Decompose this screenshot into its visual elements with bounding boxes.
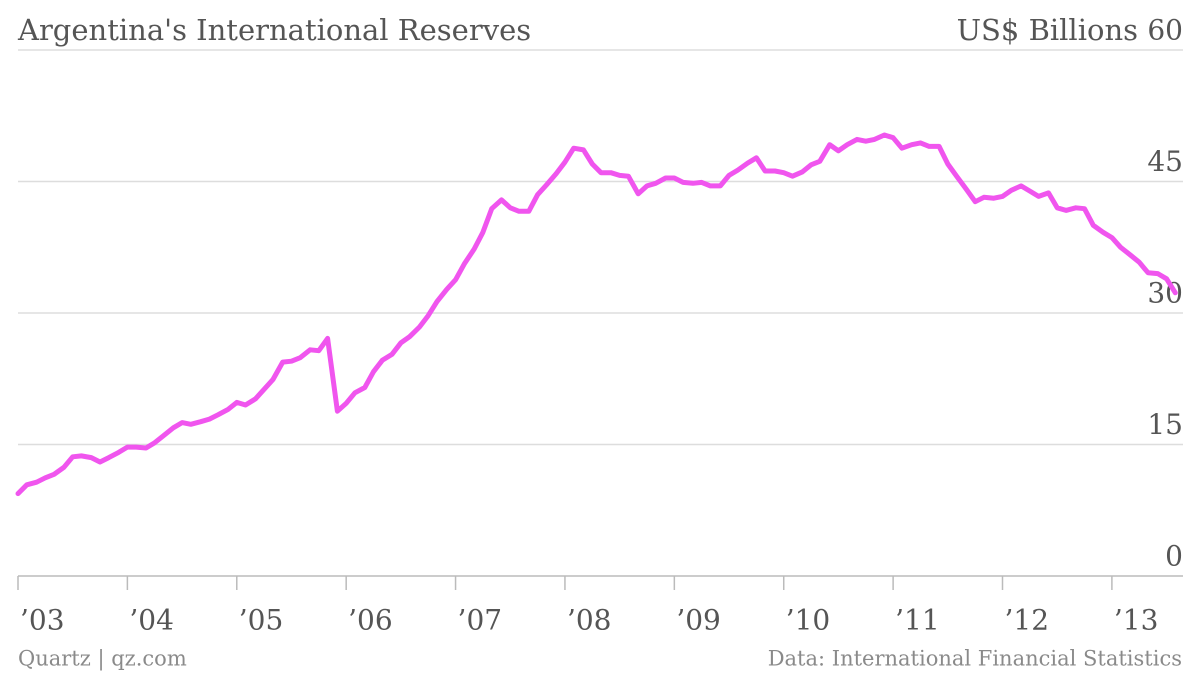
credit: Quartz | qz.com <box>18 647 187 672</box>
x-tick-label: ’08 <box>567 604 612 637</box>
x-tick-label: ’04 <box>129 604 174 637</box>
y-tick-label: 0 <box>1165 540 1183 573</box>
x-tick-label: ’05 <box>239 604 284 637</box>
x-tick-label: ’10 <box>786 604 831 637</box>
chart-title: Argentina's International Reserves <box>17 13 531 47</box>
y-tick-label: 60 <box>1147 14 1183 47</box>
source: Data: International Financial Statistics <box>768 647 1182 671</box>
x-tick-label: ’09 <box>676 604 721 637</box>
x-tick-label: ’12 <box>1005 604 1050 637</box>
data-line <box>15 132 1178 497</box>
x-tick-label: ’07 <box>458 604 503 637</box>
y-tick-label: 15 <box>1147 408 1183 441</box>
x-tick-label: ’03 <box>20 604 65 637</box>
x-tick-label: ’11 <box>895 604 940 637</box>
y-tick-label: 45 <box>1147 145 1183 178</box>
x-tick-label: ’06 <box>348 604 393 637</box>
y-axis-label: US$ Billions <box>957 13 1138 47</box>
x-tick-label: ’13 <box>1114 604 1159 637</box>
